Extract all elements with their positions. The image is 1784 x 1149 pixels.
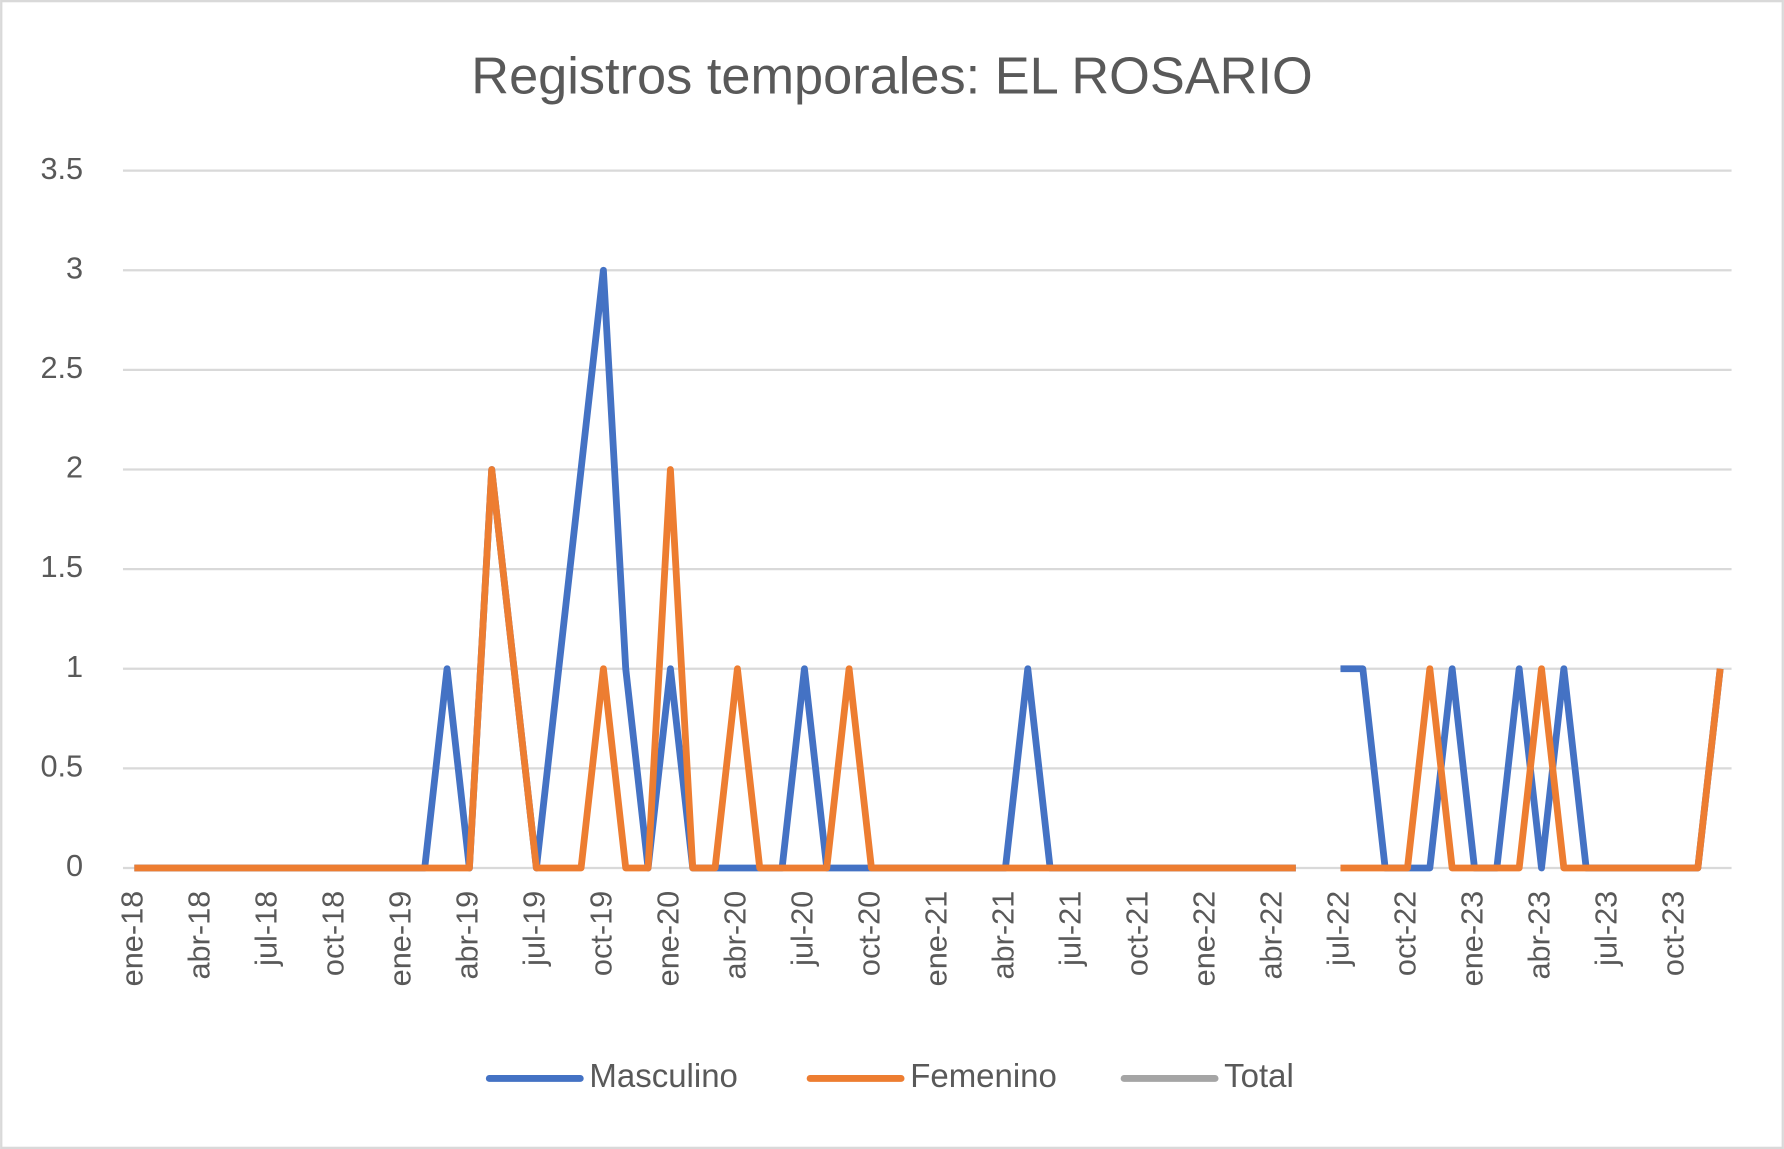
x-tick-label: oct-20 — [852, 891, 887, 976]
x-tick-label: ene-20 — [651, 891, 686, 987]
x-tick-label: ene-19 — [382, 891, 417, 987]
x-tick-label: abr-19 — [449, 891, 484, 980]
legend-label: Total — [1224, 1057, 1294, 1094]
x-tick-label: abr-21 — [986, 891, 1021, 980]
x-tick-label: abr-23 — [1522, 891, 1557, 980]
x-tick-label: abr-18 — [181, 891, 216, 980]
x-tick-label: jul-23 — [1589, 891, 1624, 967]
x-tick-label: ene-21 — [919, 891, 954, 987]
x-tick-label: abr-20 — [718, 891, 753, 980]
y-tick-label: 1 — [66, 649, 83, 684]
x-tick-label: oct-19 — [584, 891, 619, 976]
x-tick-label: jul-22 — [1321, 891, 1356, 967]
y-tick-label: 1.5 — [40, 549, 83, 584]
y-tick-label: 2.5 — [40, 350, 83, 385]
x-tick-label: jul-19 — [516, 891, 551, 967]
y-tick-label: 3.5 — [40, 151, 83, 186]
legend-label: Masculino — [589, 1057, 738, 1094]
legend-label: Femenino — [910, 1057, 1057, 1094]
x-tick-label: oct-18 — [315, 891, 350, 976]
x-tick-label: ene-18 — [114, 891, 149, 987]
chart-title: Registros temporales: EL ROSARIO — [471, 47, 1312, 105]
x-tick-label: oct-21 — [1120, 891, 1155, 976]
x-tick-label: jul-21 — [1053, 891, 1088, 967]
y-tick-label: 0.5 — [40, 748, 83, 783]
line-series — [134, 466, 1724, 872]
x-tick-label: abr-22 — [1254, 891, 1289, 980]
x-tick-label: oct-22 — [1388, 891, 1423, 976]
y-tick-label: 3 — [66, 250, 83, 285]
x-tick-label: ene-22 — [1187, 891, 1222, 987]
y-tick-label: 0 — [66, 848, 83, 883]
x-tick-label: jul-20 — [785, 891, 820, 967]
x-tick-label: oct-23 — [1656, 891, 1691, 976]
x-tick-label: ene-23 — [1455, 891, 1490, 987]
x-tick-label: jul-18 — [248, 891, 283, 967]
y-tick-label: 2 — [66, 450, 83, 485]
